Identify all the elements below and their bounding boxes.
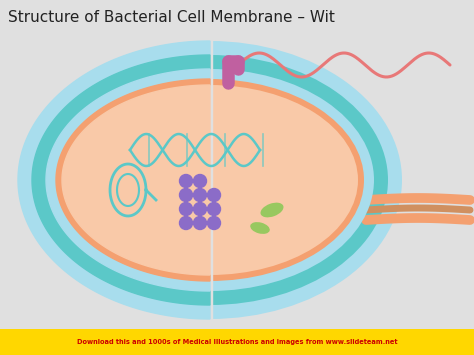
Polygon shape: [32, 55, 210, 305]
Ellipse shape: [261, 203, 283, 217]
Circle shape: [180, 202, 192, 215]
Circle shape: [193, 202, 207, 215]
Ellipse shape: [32, 55, 388, 305]
Ellipse shape: [250, 222, 270, 234]
Polygon shape: [56, 79, 210, 281]
Circle shape: [193, 217, 207, 229]
Circle shape: [193, 175, 207, 187]
Circle shape: [180, 175, 192, 187]
Polygon shape: [46, 69, 210, 291]
Ellipse shape: [62, 85, 358, 275]
Circle shape: [208, 217, 220, 229]
Circle shape: [180, 189, 192, 202]
Polygon shape: [18, 41, 210, 319]
Ellipse shape: [56, 79, 364, 281]
Text: Download this and 1000s of Medical Illustrations and images from www.slideteam.n: Download this and 1000s of Medical Illus…: [77, 339, 397, 345]
Polygon shape: [62, 85, 210, 275]
Circle shape: [208, 189, 220, 202]
Bar: [0, 0, 212, 325]
Text: Structure of Bacterial Cell Membrane – Wit: Structure of Bacterial Cell Membrane – W…: [8, 10, 335, 24]
Bar: [0, 329, 474, 355]
Circle shape: [180, 217, 192, 229]
Circle shape: [193, 189, 207, 202]
Ellipse shape: [46, 69, 374, 291]
Circle shape: [208, 202, 220, 215]
Ellipse shape: [18, 41, 402, 319]
